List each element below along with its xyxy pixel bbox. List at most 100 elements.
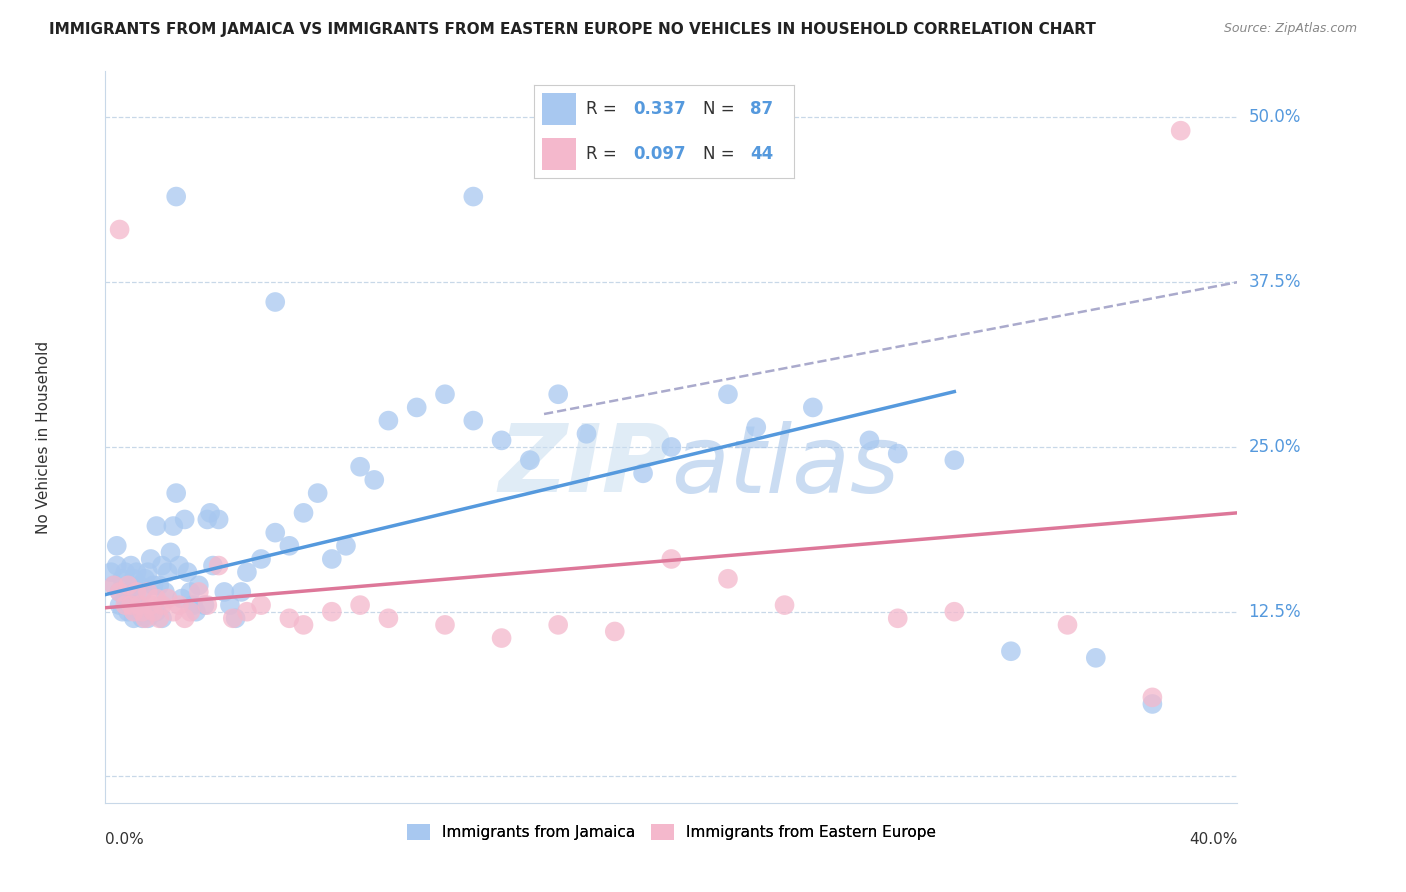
Point bbox=[250, 598, 273, 612]
Point bbox=[117, 585, 139, 599]
Point bbox=[1142, 690, 1164, 705]
Point bbox=[321, 552, 343, 566]
Text: N =: N = bbox=[703, 100, 740, 118]
Point bbox=[292, 618, 315, 632]
Text: atlas: atlas bbox=[672, 421, 900, 512]
Point bbox=[433, 618, 456, 632]
Point bbox=[1170, 123, 1192, 137]
Point bbox=[745, 420, 768, 434]
Point bbox=[134, 572, 156, 586]
Point bbox=[108, 585, 131, 599]
Point bbox=[111, 572, 134, 586]
Point bbox=[661, 440, 683, 454]
Point bbox=[1056, 618, 1078, 632]
Point bbox=[179, 585, 201, 599]
Point bbox=[125, 598, 148, 612]
Point bbox=[214, 585, 236, 599]
Point bbox=[887, 611, 910, 625]
Text: 0.097: 0.097 bbox=[633, 145, 686, 163]
Text: R =: R = bbox=[586, 100, 623, 118]
Point bbox=[167, 598, 190, 612]
Point bbox=[108, 598, 131, 612]
Point bbox=[111, 605, 134, 619]
Text: 0.0%: 0.0% bbox=[105, 832, 145, 847]
Point bbox=[801, 401, 824, 415]
Point bbox=[156, 565, 179, 579]
Text: 87: 87 bbox=[751, 100, 773, 118]
Point bbox=[363, 473, 385, 487]
Point bbox=[103, 578, 125, 592]
Point bbox=[349, 598, 371, 612]
Point bbox=[661, 552, 683, 566]
Point bbox=[222, 611, 245, 625]
Point bbox=[136, 611, 159, 625]
Point bbox=[179, 605, 201, 619]
Point bbox=[148, 578, 170, 592]
Point bbox=[463, 414, 485, 428]
Point bbox=[201, 558, 224, 573]
Point bbox=[128, 598, 150, 612]
Point bbox=[321, 605, 343, 619]
Text: IMMIGRANTS FROM JAMAICA VS IMMIGRANTS FROM EASTERN EUROPE NO VEHICLES IN HOUSEHO: IMMIGRANTS FROM JAMAICA VS IMMIGRANTS FR… bbox=[49, 22, 1097, 37]
Point bbox=[131, 611, 153, 625]
Point bbox=[117, 605, 139, 619]
Point bbox=[181, 598, 204, 612]
Point bbox=[159, 545, 181, 559]
Point bbox=[1000, 644, 1022, 658]
Point bbox=[198, 506, 221, 520]
Point bbox=[162, 605, 184, 619]
Text: No Vehicles in Household: No Vehicles in Household bbox=[35, 341, 51, 533]
Point bbox=[162, 519, 184, 533]
Point bbox=[156, 591, 179, 606]
Point bbox=[717, 572, 740, 586]
Point bbox=[120, 598, 142, 612]
Point bbox=[278, 539, 301, 553]
Point bbox=[165, 486, 187, 500]
Point bbox=[120, 558, 142, 573]
Point bbox=[208, 512, 231, 526]
Point bbox=[773, 598, 796, 612]
Point bbox=[139, 598, 162, 612]
Point bbox=[377, 611, 399, 625]
Point bbox=[134, 605, 156, 619]
Point bbox=[150, 558, 173, 573]
Point bbox=[236, 605, 259, 619]
Point bbox=[195, 598, 218, 612]
Point bbox=[278, 611, 301, 625]
Text: 37.5%: 37.5% bbox=[1249, 273, 1301, 291]
Point bbox=[105, 539, 128, 553]
Point bbox=[717, 387, 740, 401]
Point bbox=[108, 585, 131, 599]
Text: N =: N = bbox=[703, 145, 740, 163]
Point bbox=[114, 591, 136, 606]
Point bbox=[148, 611, 170, 625]
Point bbox=[943, 605, 966, 619]
Text: 44: 44 bbox=[751, 145, 773, 163]
Text: R =: R = bbox=[586, 145, 623, 163]
Point bbox=[165, 189, 187, 203]
Point bbox=[307, 486, 329, 500]
Point bbox=[603, 624, 626, 639]
Point bbox=[150, 598, 173, 612]
Point bbox=[231, 585, 253, 599]
Point bbox=[136, 565, 159, 579]
Text: 25.0%: 25.0% bbox=[1249, 438, 1301, 456]
Point bbox=[491, 631, 513, 645]
Point bbox=[134, 611, 156, 625]
Text: 50.0%: 50.0% bbox=[1249, 109, 1301, 127]
Text: ZIP: ZIP bbox=[499, 420, 672, 512]
Point bbox=[433, 387, 456, 401]
Point bbox=[136, 585, 159, 599]
Point bbox=[225, 611, 247, 625]
Point bbox=[887, 446, 910, 460]
Text: 40.0%: 40.0% bbox=[1189, 832, 1237, 847]
Point bbox=[145, 591, 167, 606]
Point bbox=[349, 459, 371, 474]
Point bbox=[631, 467, 654, 481]
Point bbox=[139, 552, 162, 566]
FancyBboxPatch shape bbox=[543, 93, 576, 125]
Point bbox=[547, 618, 569, 632]
Point bbox=[103, 578, 125, 592]
Point bbox=[128, 578, 150, 592]
Point bbox=[167, 558, 190, 573]
